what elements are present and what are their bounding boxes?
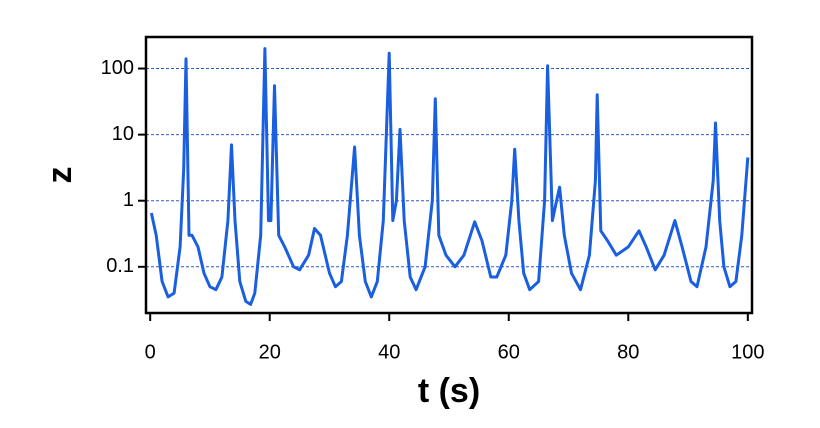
x-tick-label: 80 bbox=[617, 341, 639, 363]
y-tick-label: 10 bbox=[112, 123, 134, 145]
data-line bbox=[149, 47, 750, 306]
y-axis-label: z bbox=[41, 167, 79, 184]
x-tick-label: 60 bbox=[498, 341, 520, 363]
y-tick-label: 100 bbox=[101, 57, 134, 79]
plot-frame bbox=[144, 35, 754, 315]
x-tick-label: 40 bbox=[378, 341, 400, 363]
y-tick-label: 0.1 bbox=[106, 255, 134, 277]
x-tick-label: 20 bbox=[259, 341, 281, 363]
y-tick-label: 1 bbox=[123, 189, 134, 211]
x-tick-label: 100 bbox=[731, 341, 764, 363]
x-axis-label: t (s) bbox=[418, 372, 480, 410]
x-tick-label: 0 bbox=[145, 341, 156, 363]
